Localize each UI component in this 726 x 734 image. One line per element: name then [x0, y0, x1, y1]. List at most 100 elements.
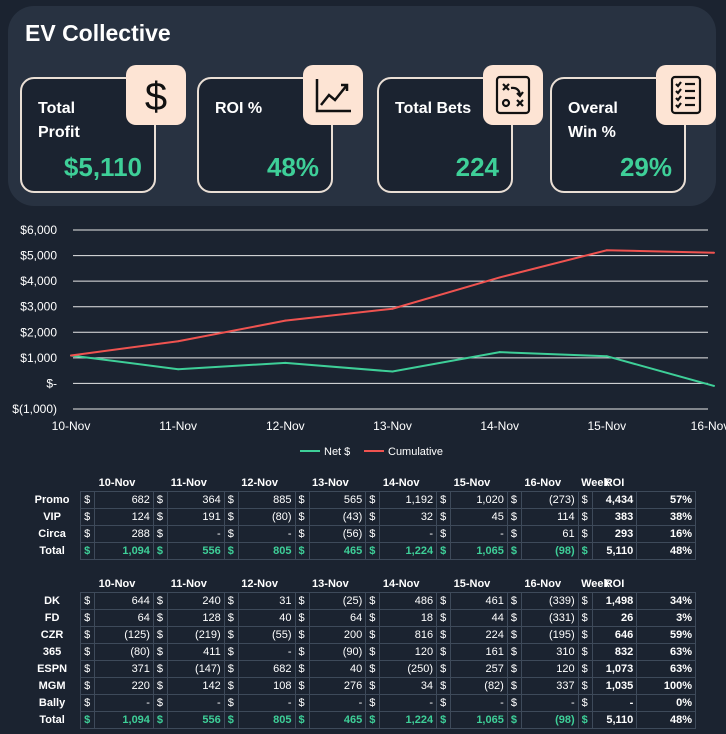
currency-cell: $ [365, 542, 381, 560]
kpi-card-win-pct: Overal Win % 29% [550, 65, 716, 193]
value-cell: 45 [450, 508, 508, 526]
currency-cell: $ [152, 525, 169, 543]
week-total-cell: 383 [591, 508, 638, 526]
currency-cell: $ [223, 525, 239, 543]
data-point [605, 355, 608, 358]
value-cell: - [237, 643, 296, 661]
data-point [177, 368, 180, 371]
value-cell: 32 [379, 508, 438, 526]
value-cell: 257 [450, 660, 508, 678]
currency-cell: $ [80, 542, 96, 560]
currency-cell: $ [577, 525, 593, 543]
kpi-value: 29% [619, 152, 672, 182]
value-cell: (219) [167, 626, 225, 644]
value-cell: 465 [308, 542, 367, 560]
value-cell: 108 [237, 677, 296, 695]
currency-cell: $ [365, 491, 381, 509]
week-total-cell: - [591, 694, 638, 712]
value-cell: (43) [308, 508, 367, 526]
series-line-net [70, 351, 715, 387]
value-cell: (339) [521, 592, 579, 610]
value-cell: 34 [379, 677, 438, 695]
column-header: ROI [604, 578, 625, 590]
column-header: 11-Nov [170, 477, 207, 489]
currency-cell: $ [223, 626, 239, 644]
data-point [713, 384, 715, 387]
row-label: Promo [34, 494, 70, 506]
value-cell: 1,192 [379, 491, 438, 509]
currency-cell: $ [365, 677, 381, 695]
value-cell: (331) [521, 609, 579, 627]
roi-cell: 48% [636, 542, 696, 560]
roi-cell: 100% [636, 677, 696, 695]
y-tick-label: $2,000 [20, 325, 57, 339]
value-cell: 128 [167, 609, 225, 627]
currency-cell: $ [506, 643, 523, 661]
currency-cell: $ [577, 677, 593, 695]
legend-label: Net $ [324, 446, 350, 458]
kpi-value: 224 [455, 152, 499, 182]
row-label: MGM [38, 680, 66, 692]
value-cell: 1,065 [450, 542, 508, 560]
currency-cell: $ [294, 626, 310, 644]
total-row: Total $1,094 $556 $805 $465 $1,224 $1,065 $ (98)… [24, 542, 696, 560]
value-cell: 224 [450, 626, 508, 644]
table-row: Circa $288 $ - $ - $ (56) $ - $ - $61 $293 16% [24, 525, 696, 543]
currency-cell: $ [294, 609, 310, 627]
currency-cell: $ [152, 592, 169, 610]
currency-cell: $ [223, 542, 239, 560]
roi-cell: 48% [636, 711, 696, 729]
row-label: 365 [42, 646, 62, 658]
currency-cell: $ [365, 660, 381, 678]
x-tick-label: 10-Nov [52, 419, 91, 433]
value-cell: 61 [521, 525, 579, 543]
value-cell: 1,020 [450, 491, 508, 509]
week-total-cell: 5,110 [591, 711, 638, 729]
currency-cell: $ [294, 542, 310, 560]
value-cell: (98) [521, 542, 579, 560]
currency-cell: $ [80, 525, 96, 543]
kpi-value: 48% [266, 152, 319, 182]
data-point [284, 361, 287, 364]
currency-cell: $ [152, 609, 169, 627]
currency-cell: $ [365, 592, 381, 610]
column-header: Week [581, 477, 610, 489]
roi-cell: 16% [636, 525, 696, 543]
roi-cell: 34% [636, 592, 696, 610]
table-book-summary: 10-Nov 11-Nov 12-Nov 13-Nov 14-Nov 15-Nov 16-N… [24, 576, 696, 729]
currency-cell: $ [506, 626, 523, 644]
value-cell: 31 [237, 592, 296, 610]
trend-chart-icon [303, 65, 363, 125]
value-cell: 486 [379, 592, 438, 610]
value-cell: 644 [94, 592, 154, 610]
x-tick-label: 16-Nov [691, 419, 726, 433]
data-point [177, 340, 180, 343]
currency-cell: $ [223, 592, 239, 610]
currency-cell: $ [506, 609, 523, 627]
column-header: ROI [604, 477, 625, 489]
value-cell: 565 [308, 491, 367, 509]
week-total-cell: 293 [591, 525, 638, 543]
value-cell: 885 [237, 491, 296, 509]
y-tick-label: $(1,000) [12, 402, 57, 416]
currency-cell: $ [152, 694, 169, 712]
currency-cell: $ [80, 694, 96, 712]
column-header: 10-Nov [98, 477, 136, 489]
value-cell: 1,094 [94, 711, 154, 729]
value-cell: 682 [94, 491, 154, 509]
value-cell: (80) [237, 508, 296, 526]
currency-cell: $ [577, 508, 593, 526]
value-cell: 411 [167, 643, 225, 661]
currency-cell: $ [80, 626, 96, 644]
y-tick-label: $3,000 [20, 300, 57, 314]
value-cell: 124 [94, 508, 154, 526]
currency-cell: $ [152, 491, 169, 509]
table-row: Promo $682 $364 $885 $565 $1,192 $1,020 $ (273) $… [24, 491, 696, 509]
column-header: 13-Nov [312, 477, 349, 489]
currency-cell: $ [436, 525, 452, 543]
currency-cell: $ [294, 491, 310, 509]
app-title: EV Collective [25, 20, 171, 46]
x-tick-label: 11-Nov [159, 419, 197, 433]
value-cell: (273) [521, 491, 579, 509]
currency-cell: $ [436, 643, 452, 661]
